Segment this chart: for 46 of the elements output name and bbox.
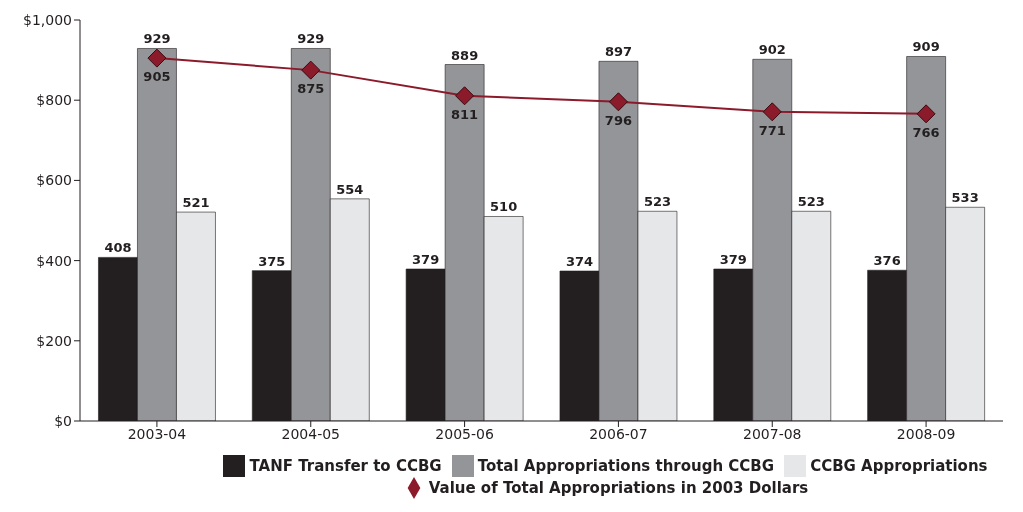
y-tick-label: $1,000 bbox=[23, 11, 72, 28]
legend-label: CCBG Appropriations bbox=[810, 456, 988, 475]
data-label: 897 bbox=[604, 44, 633, 60]
data-label: 929 bbox=[143, 31, 171, 47]
y-tick-label: $0 bbox=[54, 412, 72, 429]
data-label: 554 bbox=[336, 181, 364, 197]
data-label: 523 bbox=[643, 194, 672, 210]
point bbox=[762, 102, 782, 122]
data-label: 376 bbox=[873, 253, 901, 269]
y-tick-label: $200 bbox=[36, 332, 72, 349]
data-label: 379 bbox=[412, 252, 440, 268]
data-label: 510 bbox=[490, 199, 518, 215]
data-label: 523 bbox=[797, 194, 825, 210]
point bbox=[608, 92, 628, 112]
data-label: 533 bbox=[951, 190, 979, 206]
point bbox=[455, 86, 475, 106]
data-label: 909 bbox=[912, 39, 940, 55]
x-tick-label: 2004-05 bbox=[281, 425, 340, 442]
data-label: 766 bbox=[912, 125, 940, 141]
point bbox=[147, 48, 167, 68]
data-label: 796 bbox=[604, 113, 632, 129]
y-tick-label: $400 bbox=[36, 252, 72, 269]
legend-label: TANF Transfer to CCBG bbox=[249, 456, 442, 475]
data-label: 375 bbox=[258, 253, 286, 269]
point bbox=[916, 104, 936, 124]
legend-label: Total Appropriations through CCBG bbox=[477, 456, 775, 475]
data-label: 905 bbox=[143, 69, 171, 85]
data-label: 521 bbox=[182, 195, 210, 211]
data-label: 811 bbox=[451, 107, 479, 123]
data-label: 902 bbox=[758, 42, 786, 58]
data-label: 408 bbox=[104, 240, 132, 256]
x-tick-label: 2003-04 bbox=[127, 425, 187, 442]
data-label: 875 bbox=[297, 81, 325, 97]
data-label: 929 bbox=[297, 31, 325, 47]
x-tick-label: 2006-07 bbox=[589, 425, 648, 442]
data-label: 379 bbox=[719, 252, 747, 268]
data-label: 889 bbox=[451, 47, 479, 63]
point bbox=[301, 60, 321, 80]
data-label: 374 bbox=[565, 254, 594, 270]
legend-label: Value of Total Appropriations in 2003 Dollars bbox=[428, 478, 809, 497]
y-tick-label: $800 bbox=[36, 92, 72, 109]
x-tick-label: 2005-06 bbox=[435, 425, 494, 442]
x-tick-label: 2007-08 bbox=[743, 425, 802, 442]
y-tick-label: $600 bbox=[36, 172, 72, 189]
x-tick-label: 2008-09 bbox=[896, 425, 956, 442]
data-label: 771 bbox=[758, 123, 786, 139]
